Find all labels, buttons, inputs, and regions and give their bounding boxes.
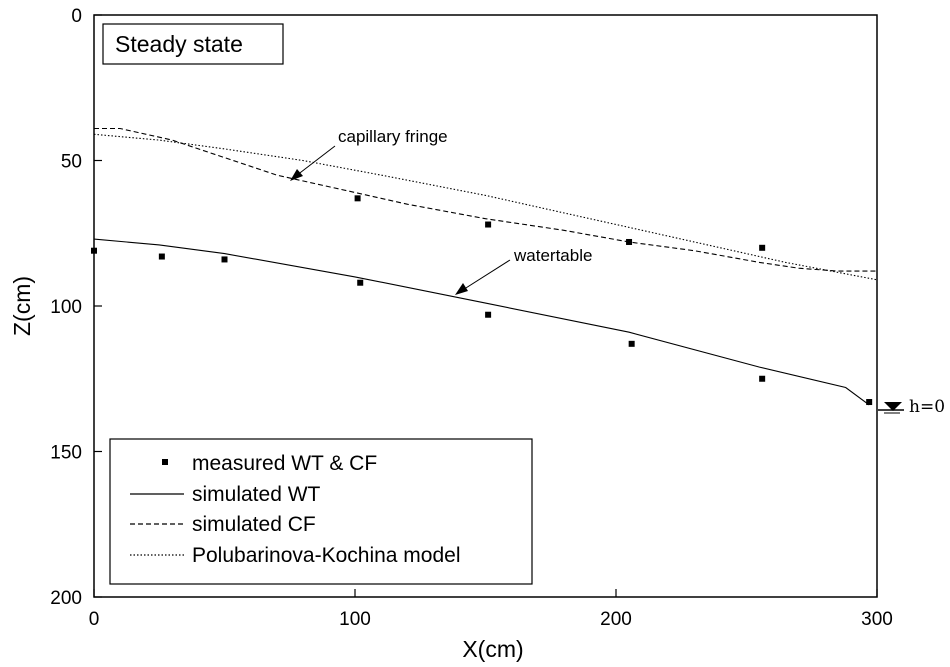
data-point-measured-wt-cf	[866, 399, 873, 406]
y-axis-title: Z(cm)	[9, 276, 35, 336]
series-line-polubarinova-kochina-model	[93, 133, 878, 281]
annotation-arrowhead-capillary-fringe	[290, 169, 303, 181]
x-tick-label: 300	[861, 609, 893, 630]
annotation-watertable: watertable	[513, 246, 592, 265]
data-point-measured-wt-cf	[221, 256, 228, 263]
title-box	[102, 23, 284, 65]
data-point-measured-wt-cf	[759, 375, 766, 382]
y-tick-label: 150	[50, 443, 82, 464]
water-level-triangle	[884, 402, 902, 411]
series-layer	[91, 127, 878, 406]
data-point-measured-wt-cf	[485, 311, 492, 318]
y-tick-label: 100	[50, 297, 82, 318]
series-line-simulated-wt	[93, 238, 870, 406]
annotation-arrowhead-watertable	[455, 283, 468, 295]
annotation-arrow-watertable	[457, 259, 511, 294]
data-point-measured-wt-cf	[158, 253, 165, 260]
legend-label-measured: measured WT & CF	[192, 452, 377, 475]
x-axis-title: X(cm)	[462, 636, 523, 662]
legend-marker-measured	[162, 459, 168, 465]
data-point-measured-wt-cf	[91, 247, 97, 254]
data-point-measured-wt-cf	[759, 244, 766, 251]
x-tick-label: 100	[339, 609, 371, 630]
data-point-measured-wt-cf	[628, 340, 635, 347]
data-point-measured-wt-cf	[354, 195, 361, 202]
data-point-measured-wt-cf	[357, 279, 364, 286]
y-tick-label: 200	[50, 588, 82, 609]
water-level-label: h=0	[909, 397, 945, 417]
annotation-capillary-fringe: capillary fringe	[338, 127, 448, 146]
chart-title: Steady state	[115, 31, 243, 57]
series-line-simulated-cf	[94, 127, 877, 272]
y-tick-label: 0	[71, 6, 82, 27]
legend-box	[109, 438, 533, 585]
y-tick-label: 50	[61, 152, 82, 173]
x-tick-label: 0	[89, 609, 100, 630]
legend-label-simulated-cf: simulated CF	[192, 513, 316, 536]
legend-label-pk-model: Polubarinova-Kochina model	[192, 544, 461, 567]
x-tick-label: 200	[600, 609, 632, 630]
data-point-measured-wt-cf	[485, 221, 492, 228]
ticks-layer: 0 100 200 300 0 50 100 150 200	[50, 6, 893, 630]
legend-label-simulated-wt: simulated WT	[192, 483, 321, 506]
